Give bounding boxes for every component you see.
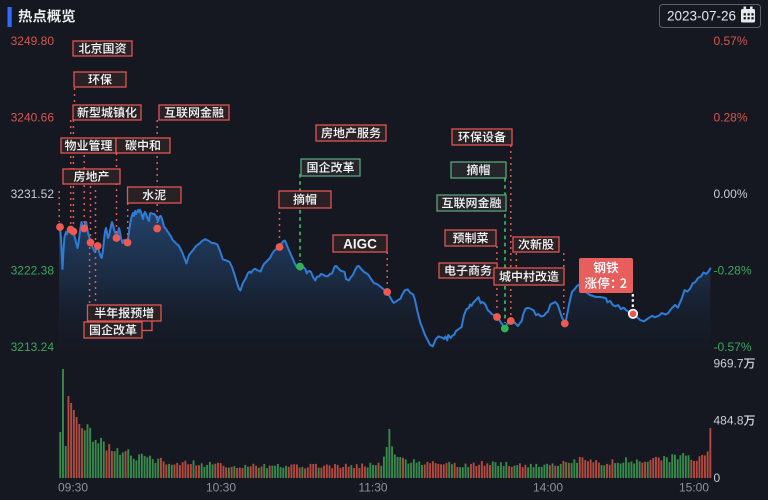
svg-text:-0.57%: -0.57%: [714, 340, 752, 354]
svg-text:-0.28%: -0.28%: [714, 264, 752, 278]
svg-text:3213.24: 3213.24: [11, 340, 55, 354]
svg-text:3231.52: 3231.52: [11, 187, 55, 201]
svg-text:2023-07-26: 2023-07-26: [667, 9, 736, 24]
svg-text:3240.66: 3240.66: [11, 111, 55, 125]
svg-text:969.7: 969.7: [714, 357, 744, 371]
svg-text:3249.80: 3249.80: [11, 34, 55, 48]
svg-text:484.8: 484.8: [714, 414, 744, 428]
svg-text:15:00: 15:00: [679, 481, 709, 495]
svg-text:0.28%: 0.28%: [714, 111, 748, 125]
svg-text:09:30: 09:30: [58, 481, 88, 495]
svg-text:10:30: 10:30: [206, 481, 236, 495]
svg-text:3222.38: 3222.38: [11, 264, 55, 278]
svg-text:0.57%: 0.57%: [714, 34, 748, 48]
svg-text:11:30: 11:30: [358, 481, 387, 495]
svg-text:14:00: 14:00: [533, 481, 563, 495]
svg-text:0: 0: [714, 471, 721, 485]
svg-text:0.00%: 0.00%: [714, 187, 748, 201]
svg-text:AIGC: AIGC: [343, 237, 377, 252]
